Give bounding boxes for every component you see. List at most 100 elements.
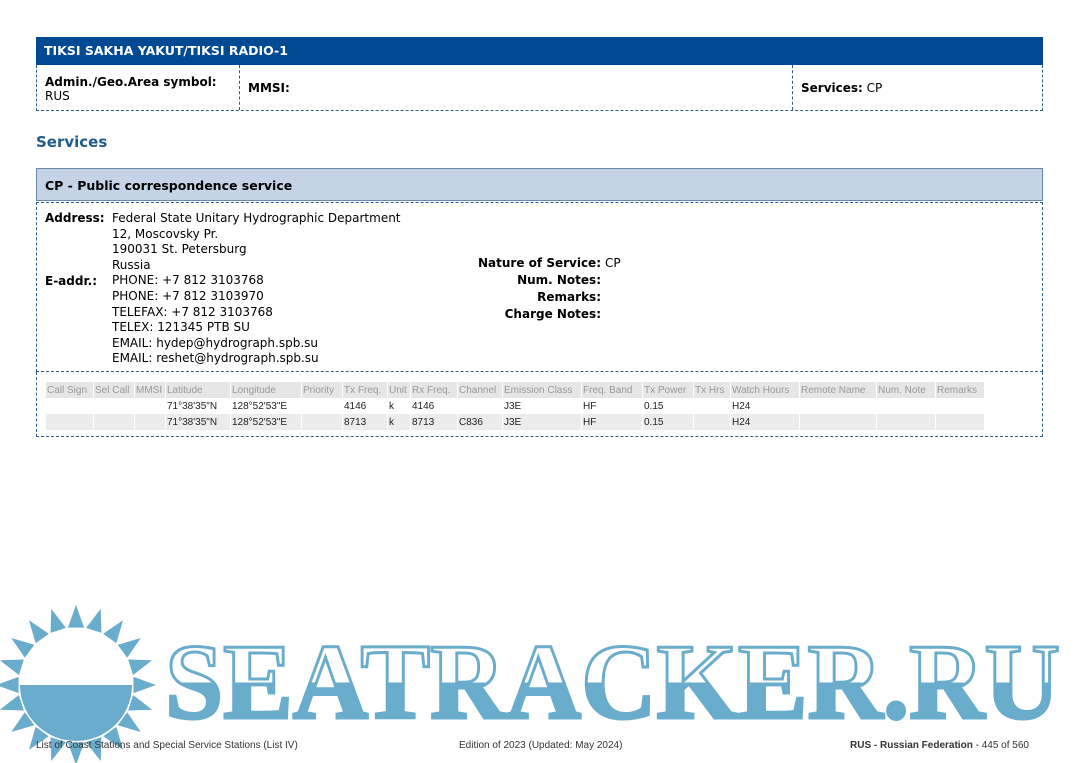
eaddr-line: EMAIL: hydep@hydrograph.spb.su xyxy=(112,335,318,350)
table-cell: J3E xyxy=(504,400,522,412)
table-cell xyxy=(135,398,165,414)
sun-ray xyxy=(103,726,124,750)
table-cell xyxy=(94,398,134,414)
column-header: Sel Call xyxy=(94,382,134,398)
eaddr-label: E-addr.: xyxy=(45,274,98,288)
sun-ray xyxy=(11,712,35,733)
table-cell: 8713 xyxy=(411,414,457,430)
service-title: CP - Public correspondence service xyxy=(36,168,1043,201)
column-header: Tx Freq. xyxy=(343,382,387,398)
nature-value: CP xyxy=(605,256,621,270)
nature-label: Nature of Service: xyxy=(478,256,601,270)
frequency-table-box: Call Sign Sel Call MMSI Latitude Longitude Pr… xyxy=(36,372,1043,437)
column-header: Rx Freq. xyxy=(411,382,457,398)
footer-country: RUS - Russian Federation xyxy=(850,740,973,751)
remarks-label: Remarks: xyxy=(537,290,601,304)
station-title: TIKSI SAKHA YAKUT/TIKSI RADIO-1 xyxy=(36,37,1043,65)
column-header: Tx Power xyxy=(643,382,693,398)
services-value: CP xyxy=(866,81,883,95)
table-cell: 128°52'53"E xyxy=(231,414,301,430)
table-cell: 0.15 xyxy=(644,400,664,412)
table-cell xyxy=(458,398,502,414)
charge-notes-label: Charge Notes: xyxy=(504,307,601,321)
table-cell: k xyxy=(388,414,410,430)
table-cell: 8713 xyxy=(343,414,387,430)
sun-ray xyxy=(86,608,102,633)
sun-ray xyxy=(0,676,19,694)
table-cell xyxy=(94,414,134,430)
table-cell: H24 xyxy=(731,414,799,430)
eaddr-line: PHONE: +7 812 3103768 xyxy=(112,273,264,288)
column-header: Tx Hrs xyxy=(694,382,730,398)
sun-icon xyxy=(0,605,156,763)
table-cell xyxy=(302,398,342,414)
footer-page: - 445 of 560 xyxy=(972,740,1029,751)
table-cell: HF xyxy=(582,414,642,430)
column-header: Unit xyxy=(388,382,410,398)
column-header: Watch Hours xyxy=(731,382,799,398)
table-cell xyxy=(694,414,730,430)
table-cell xyxy=(302,414,342,430)
sun-ray xyxy=(67,742,85,763)
footer-left: List of Coast Stations and Special Servi… xyxy=(36,740,298,751)
eaddr-line: TELEX: 121345 PTB SU xyxy=(112,320,250,335)
column-header: Longitude xyxy=(231,382,301,398)
table-cell: 4146 xyxy=(344,400,367,412)
services-heading: Services xyxy=(36,133,108,151)
table-cell xyxy=(936,414,984,430)
table-row: 71°38'35"N 128°52'53"E 8713 k 8713 C836 J3E HF 0… xyxy=(46,414,984,430)
address-line: 12, Moscovsky Pr. xyxy=(112,226,219,241)
address-line: Federal State Unitary Hydrographic Depar… xyxy=(112,211,401,225)
table-cell: C836 xyxy=(458,414,502,430)
sun-ray xyxy=(0,695,24,711)
column-header: MMSI xyxy=(135,382,165,398)
table-cell xyxy=(800,414,876,430)
table-cell xyxy=(936,398,984,414)
sun-ray xyxy=(117,637,141,658)
table-cell xyxy=(877,398,935,414)
column-header: Remote Name xyxy=(800,382,876,398)
column-header: Remarks xyxy=(936,382,984,398)
table-cell: H24 xyxy=(732,400,751,412)
address-label: Address: xyxy=(45,211,105,225)
sun-ray xyxy=(50,608,66,633)
sun-ray xyxy=(28,726,49,750)
sun-ray xyxy=(28,620,49,644)
table-cell: J3E xyxy=(503,414,581,430)
table-cell: 128°52'53"E xyxy=(232,400,288,412)
eaddr-line: EMAIL: reshet@hydrograph.spb.su xyxy=(112,351,319,366)
sun-ray xyxy=(128,659,153,675)
column-header: Freq. Band xyxy=(582,382,642,398)
station-info: Admin./Geo.Area symbol: RUS MMSI: Servic… xyxy=(36,65,1043,111)
service-details: Address: Federal State Unitary Hydrograp… xyxy=(36,202,1043,372)
footer-right: RUS - Russian Federation - 445 of 560 xyxy=(850,740,1029,752)
sun-ray xyxy=(128,695,153,711)
table-cell xyxy=(46,414,93,430)
sun-ray xyxy=(117,712,141,733)
table-cell: 71°38'35"N xyxy=(167,400,218,412)
admin-value: RUS xyxy=(45,89,70,103)
sun-ray xyxy=(103,620,124,644)
table-cell: 0.15 xyxy=(643,414,693,430)
header-row: Call Sign Sel Call MMSI Latitude Longitude Pr… xyxy=(46,382,984,398)
table-cell xyxy=(800,398,876,414)
column-header: Num. Note xyxy=(877,382,935,398)
table-cell xyxy=(46,398,93,414)
table-cell xyxy=(694,398,730,414)
table-cell xyxy=(135,414,165,430)
seatracker-watermark-logo: SEATRACKER.RU xyxy=(0,605,1062,763)
table-row: 71°38'35"N 128°52'53"E 4146 k 4146 J3E HF 0.15 H… xyxy=(46,398,984,414)
table-cell: 4146 xyxy=(412,400,435,412)
sun-ray xyxy=(67,605,85,628)
sun-ray xyxy=(11,637,35,658)
column-header: Call Sign xyxy=(46,382,93,398)
address-block: Federal State Unitary Hydrographic Depar… xyxy=(112,211,401,367)
services-label: Services: xyxy=(801,81,863,95)
eaddr-line: TELEFAX: +7 812 3103768 xyxy=(112,304,273,319)
sun-ray xyxy=(0,659,24,675)
admin-label: Admin./Geo.Area symbol: xyxy=(45,75,217,89)
sun-ray xyxy=(86,737,102,762)
address-line: Russia xyxy=(112,257,151,272)
footer-center: Edition of 2023 (Updated: May 2024) xyxy=(459,740,623,751)
column-header: Priority xyxy=(302,382,342,398)
